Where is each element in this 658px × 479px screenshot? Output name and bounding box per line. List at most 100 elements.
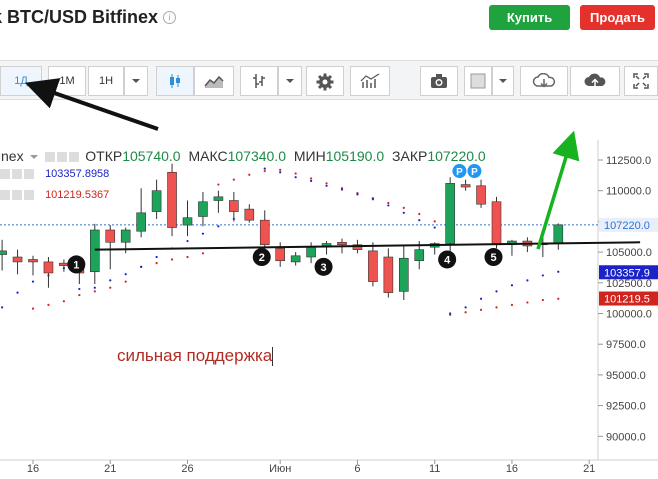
info-icon[interactable]: i — [163, 11, 176, 24]
candle-up — [290, 255, 301, 263]
psar-blue-dot — [387, 204, 390, 207]
price-tag-bg — [599, 265, 658, 280]
price-tag-label: 107220.0 — [604, 220, 650, 232]
psar-blue-dot — [31, 280, 35, 283]
price-tick-label: 92500.0 — [606, 401, 646, 413]
candle-up — [445, 183, 455, 244]
psar-red-dot — [541, 298, 544, 302]
close-icon[interactable] — [24, 169, 34, 180]
candle-up — [136, 212, 146, 232]
eye-icon[interactable] — [45, 152, 56, 163]
marker-label: 1 — [73, 259, 79, 271]
candle-down — [28, 259, 38, 263]
candle-down — [105, 229, 116, 243]
price-tag-label: 101219.5 — [604, 294, 650, 306]
psar-blue-dot — [201, 232, 205, 235]
high-label: МАКС — [188, 148, 228, 164]
psar-red-dot — [557, 297, 560, 300]
interval-1h-button[interactable]: 1Н — [88, 66, 124, 96]
psar-blue-dot — [402, 211, 405, 214]
psar-red-dot — [263, 169, 266, 173]
marker-circle — [438, 250, 457, 269]
open-label: ОТКР — [85, 148, 123, 164]
psar-red-dot — [109, 286, 112, 289]
psar-red-dot — [31, 307, 35, 310]
candle-down — [491, 201, 502, 246]
psar-red-dot — [201, 252, 205, 255]
marker-label: 2 — [259, 252, 265, 264]
psar-red-dot — [402, 206, 405, 209]
psar-blue-dot — [294, 176, 297, 179]
candle-down — [229, 200, 239, 212]
psar-blue-dot — [140, 265, 143, 268]
price-tick-label: 105000.0 — [606, 247, 652, 259]
marker-circle — [67, 255, 86, 274]
psar-blue-dot — [510, 284, 514, 287]
time-tick-label: 16 — [506, 463, 518, 475]
candle-down — [383, 256, 394, 293]
screenshot-button[interactable] — [420, 66, 458, 96]
sell-button[interactable]: Продать — [580, 5, 655, 30]
ohlc-legend: finex ОТКР105740.0 МАКС107340.0 МИН10519… — [0, 148, 486, 164]
psar-blue-dot — [541, 274, 544, 277]
candle-down — [12, 256, 23, 263]
low-value: 105190.0 — [325, 148, 385, 164]
pivot-badge-label: P — [456, 167, 463, 178]
symbol-title: k BTC/USD Bitfinex — [0, 7, 159, 27]
interval-dropdown-button[interactable] — [124, 66, 148, 96]
color-dropdown-button[interactable] — [492, 66, 514, 96]
candle-up — [398, 257, 409, 292]
psar-blue-dot — [418, 219, 421, 222]
psar-blue-dot — [340, 188, 344, 191]
candle-up — [306, 246, 316, 258]
time-tick-label: Июн — [269, 463, 291, 475]
load-layout-button[interactable] — [520, 66, 568, 96]
psar-red-dot — [294, 172, 297, 175]
cloud-download-icon — [532, 73, 556, 88]
chart-type-dropdown-button[interactable] — [278, 66, 302, 96]
candle-down — [352, 244, 363, 250]
psar-red-dot — [217, 183, 220, 186]
price-tag-bg — [599, 217, 658, 232]
save-layout-button[interactable] — [570, 66, 620, 96]
interval-1d-button[interactable]: 1Д — [0, 66, 42, 96]
marker-circle — [314, 257, 333, 276]
chevron-down-icon — [499, 79, 507, 83]
settings-button[interactable] — [306, 66, 344, 96]
psar-blue-dot — [109, 279, 112, 282]
settings-mini-icon[interactable] — [12, 190, 22, 201]
indicators-button[interactable] — [350, 66, 390, 96]
ohlc-bars-icon — [253, 74, 265, 88]
annotation-text[interactable]: сильная поддержка — [117, 346, 274, 367]
color-picker-button[interactable] — [464, 66, 492, 96]
eye-icon[interactable] — [0, 190, 10, 201]
settings-mini-icon[interactable] — [57, 152, 68, 163]
psar-red-dot — [186, 255, 189, 259]
time-tick-label: 21 — [104, 463, 116, 475]
psar-red-dot — [78, 293, 81, 297]
close-icon[interactable] — [69, 152, 80, 163]
interval-1m-button[interactable]: 1М — [48, 66, 86, 96]
psar-red-dot — [418, 212, 421, 216]
area-chart-button[interactable] — [194, 66, 234, 96]
psar-blue-dot — [433, 226, 436, 229]
indicator-row-blue: 103357.8958 — [0, 168, 109, 180]
marker-label: 5 — [490, 252, 496, 264]
psar-red-dot — [279, 168, 282, 171]
psar-blue-dot — [557, 270, 560, 273]
bars-chart-button[interactable] — [240, 66, 278, 96]
psar-blue-dot — [495, 290, 498, 293]
close-icon[interactable] — [24, 190, 34, 201]
buy-button[interactable]: Купить — [489, 5, 570, 30]
price-tag-label: 103357.9 — [604, 267, 650, 279]
settings-mini-icon[interactable] — [12, 169, 22, 180]
price-tag-bg — [599, 291, 658, 306]
candle-down — [337, 241, 347, 246]
fullscreen-button[interactable] — [624, 66, 658, 96]
candles-chart-button[interactable] — [156, 66, 194, 96]
text-cursor — [272, 347, 274, 367]
indicator-value-blue: 103357.8958 — [45, 168, 110, 180]
chevron-down-icon[interactable] — [29, 152, 39, 162]
eye-icon[interactable] — [0, 169, 10, 180]
